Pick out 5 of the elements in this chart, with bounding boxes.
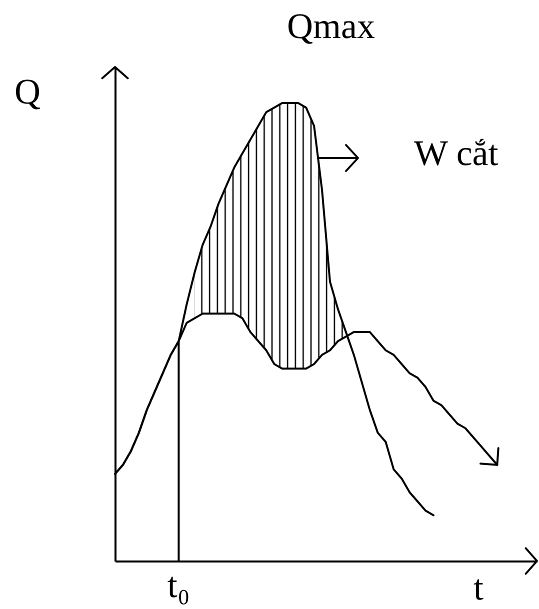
y-axis-title: Q [14,72,40,112]
annotation: W cắt [414,133,498,173]
text: t₀ [167,565,190,605]
text: Qmax [287,6,375,46]
x-axis-title: t [473,568,484,608]
